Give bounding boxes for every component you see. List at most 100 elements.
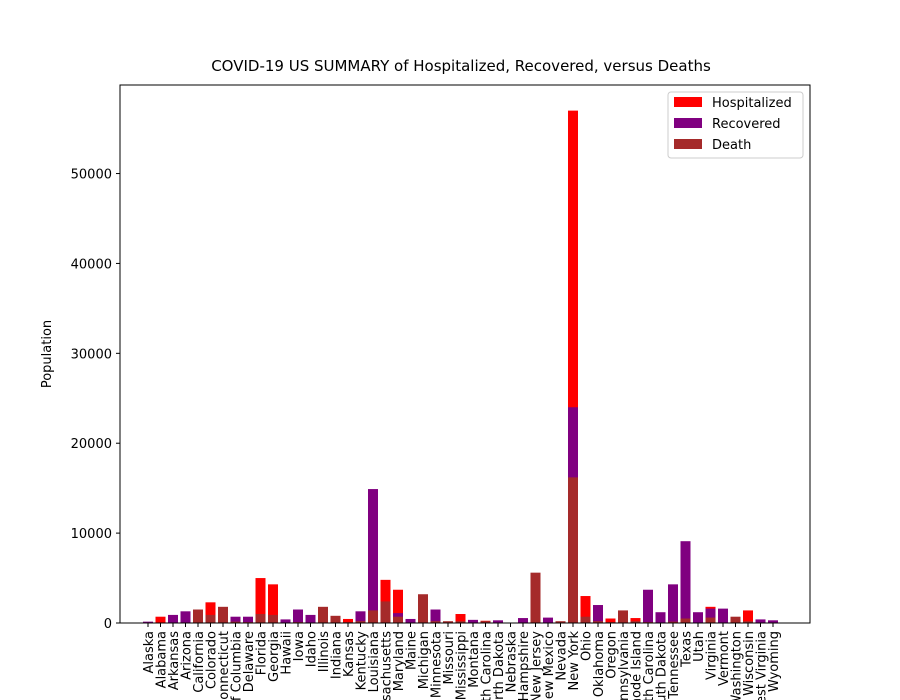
bar (518, 618, 528, 623)
x-tick-label: Idaho (305, 631, 320, 667)
bar (355, 611, 366, 623)
bar (168, 614, 178, 623)
bar (243, 616, 253, 623)
bar (268, 584, 278, 623)
x-tick-label: Delaware (242, 631, 257, 692)
bar (455, 621, 466, 623)
bar (230, 616, 241, 623)
legend-label: Death (712, 138, 751, 153)
x-tick-label: North Carolina (480, 631, 495, 700)
x-tick-label: New Jersey (530, 631, 545, 700)
bar (368, 610, 378, 623)
bar (480, 621, 491, 623)
x-tick-label: Maine (405, 631, 420, 670)
bar (705, 608, 716, 623)
x-tick-label: Rhode Island (630, 631, 645, 700)
bar (255, 614, 266, 623)
x-tick-label: Alabama (155, 631, 170, 688)
bar (668, 621, 678, 623)
x-tick-label: California (192, 631, 207, 693)
bar (530, 572, 541, 623)
bar (593, 605, 603, 623)
bar (418, 594, 428, 623)
bar (630, 618, 641, 623)
bar (768, 620, 778, 623)
x-tick-label: Nevada (555, 631, 570, 681)
bar (580, 596, 591, 623)
x-tick-label: Iowa (292, 631, 307, 661)
x-tick-label: Alaska (142, 631, 157, 674)
x-tick-label: Illinois (317, 631, 332, 672)
bar (193, 609, 203, 623)
x-tick-label: Connecticut (217, 631, 232, 700)
x-tick-label: Hawaii (280, 631, 295, 675)
bar (630, 621, 641, 623)
legend-swatch (674, 97, 702, 107)
y-tick-label: 10000 (71, 527, 112, 542)
bar (455, 614, 466, 623)
bar (443, 621, 453, 623)
bar (543, 617, 553, 623)
x-tick-label: Washington (730, 631, 745, 700)
x-tick-label: Kansas (342, 631, 357, 677)
y-axis-label: Population (40, 320, 55, 388)
x-tick-label: Oklahoma (592, 631, 607, 697)
x-tick-label: Michigan (417, 631, 432, 689)
y-tick-label: 40000 (71, 257, 112, 272)
x-tick-label: South Carolina (642, 631, 657, 700)
x-tick-label: Montana (467, 631, 482, 688)
bar (555, 621, 566, 623)
x-tick-label: Texas (680, 631, 695, 668)
legend-label: Recovered (712, 117, 781, 132)
bar (355, 621, 366, 623)
x-tick-label: District of Columbia (230, 631, 245, 700)
bar (605, 618, 616, 623)
bar (368, 489, 378, 623)
chart-title: COVID-19 US SUMMARY of Hospitalized, Rec… (211, 57, 711, 75)
x-tick-label: Tennessee (667, 631, 682, 700)
bar (568, 477, 578, 623)
bar (593, 621, 603, 623)
legend-swatch (674, 118, 702, 128)
bar (230, 621, 241, 623)
x-tick-label: Missouri (442, 631, 457, 685)
x-tick-label: Virginia (705, 631, 720, 680)
bar (305, 614, 316, 623)
bar (293, 609, 303, 623)
bar (205, 614, 216, 623)
bar (568, 110, 578, 624)
bar (430, 609, 441, 623)
y-tick-label: 0 (104, 617, 112, 632)
x-tick-label: Mississippi (455, 631, 470, 700)
bar (280, 619, 291, 623)
x-tick-label: Wisconsin (742, 631, 757, 696)
bar (743, 610, 753, 623)
x-tick-label: New Mexico (542, 631, 557, 700)
bar (680, 618, 691, 623)
legend-label: Hospitalized (712, 96, 792, 111)
y-tick-label: 50000 (71, 168, 112, 183)
bar (143, 621, 153, 623)
bar (380, 579, 391, 623)
x-tick-label: Pennsylvania (617, 631, 632, 700)
bar (405, 618, 416, 623)
plot-frame (119, 84, 811, 624)
bar (718, 608, 728, 623)
x-tick-label: Arizona (180, 631, 195, 680)
x-tick-label: Indiana (330, 631, 345, 679)
bar (743, 621, 753, 623)
bar (755, 619, 766, 623)
bar (618, 610, 628, 623)
x-tick-label: Ohio (580, 631, 595, 661)
bar (180, 611, 191, 623)
x-tick-label: New York (567, 631, 582, 691)
x-tick-label: Vermont (717, 631, 732, 686)
bar (655, 612, 666, 623)
bar (393, 616, 403, 623)
x-tick-label: Massachusetts (380, 631, 395, 700)
bar (268, 614, 278, 623)
bar (643, 589, 653, 623)
bar (218, 606, 228, 623)
x-tick-label: Kentucky (355, 631, 370, 691)
